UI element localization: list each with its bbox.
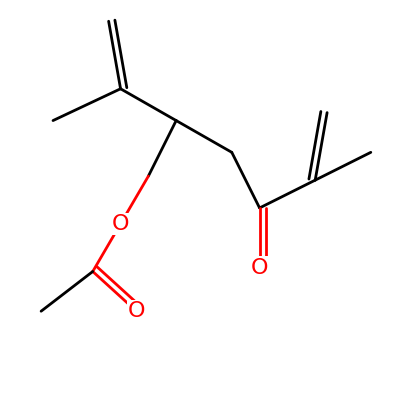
Text: O: O [251, 258, 268, 278]
Text: O: O [112, 214, 129, 234]
Text: O: O [128, 301, 145, 321]
